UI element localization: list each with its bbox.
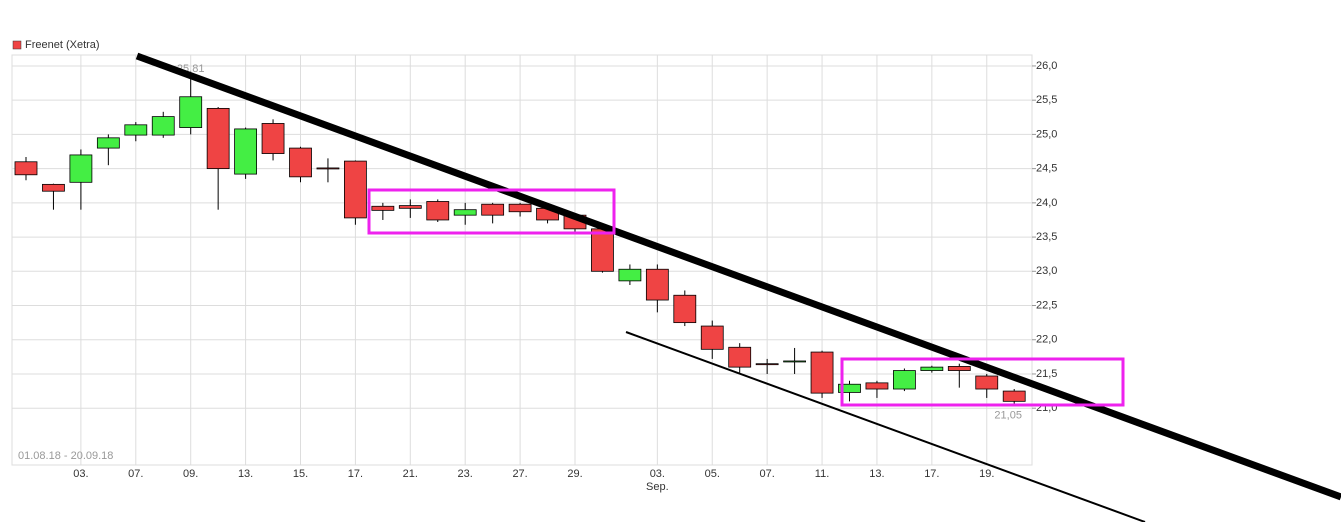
date-range: 01.08.18 - 20.09.18 <box>18 450 113 462</box>
candle-body <box>343 160 367 219</box>
x-tick-label: 05. <box>705 468 720 480</box>
y-tick-label: 24,0 <box>1036 197 1057 209</box>
y-tick-label: 22,5 <box>1036 299 1057 311</box>
highlight-box <box>367 188 616 235</box>
candle-body <box>947 366 971 371</box>
candle-body <box>206 107 230 170</box>
candle-body <box>124 124 148 136</box>
candle-body <box>1002 390 1026 402</box>
candle-body <box>810 351 834 394</box>
candle-body <box>508 203 532 213</box>
trend-line <box>135 52 1341 501</box>
x-tick-label: 03. <box>73 468 88 480</box>
x-tick-label: 21. <box>403 468 418 480</box>
candle-body <box>371 205 395 211</box>
candle-body <box>151 116 175 136</box>
x-tick-label: 15. <box>293 468 308 480</box>
candle-body <box>645 268 669 301</box>
candle-body <box>728 346 752 368</box>
candle-body <box>426 201 450 221</box>
candle-body <box>673 294 697 324</box>
low-label: 21,05 <box>994 410 1022 422</box>
candle-body <box>618 268 642 282</box>
x-tick-label: 09. <box>183 468 198 480</box>
candle-body <box>700 325 724 350</box>
x-tick-label: 07. <box>760 468 775 480</box>
x-tick-label: 27. <box>512 468 527 480</box>
candle-body <box>261 123 285 154</box>
x-tick-label: 03. <box>650 468 665 480</box>
x-tick-label: 13. <box>869 468 884 480</box>
candle-body <box>481 203 505 216</box>
candle-body <box>234 128 258 175</box>
candle-body <box>920 366 944 371</box>
y-tick-label: 23,0 <box>1036 265 1057 277</box>
x-tick-label: 23. <box>458 468 473 480</box>
candle-body <box>69 154 93 183</box>
candle-body <box>398 205 422 209</box>
y-tick-label: 21,5 <box>1036 368 1057 380</box>
x-tick-label: 17. <box>348 468 363 480</box>
candle-body <box>316 167 340 170</box>
candle-body <box>755 363 779 366</box>
x-month-label: Sep. <box>646 481 669 493</box>
plot-frame <box>11 54 1033 466</box>
legend-swatch <box>12 40 22 50</box>
candle-body <box>96 137 120 149</box>
candle-body <box>893 370 916 390</box>
candle-body <box>838 383 861 393</box>
x-tick-label: 19. <box>979 468 994 480</box>
candle-body <box>865 382 889 390</box>
overlay <box>135 52 1341 522</box>
candle-body <box>14 161 38 176</box>
x-tick-label: 29. <box>567 468 582 480</box>
x-tick-label: 13. <box>238 468 253 480</box>
candle-body <box>42 183 65 192</box>
y-tick-label: 23,5 <box>1036 231 1057 243</box>
candle-body <box>179 96 203 128</box>
x-tick-label: 07. <box>128 468 143 480</box>
y-tick-label: 24,5 <box>1036 163 1057 175</box>
y-tick-label: 26,0 <box>1036 60 1057 72</box>
y-tick-label: 22,0 <box>1036 334 1057 346</box>
candle-body <box>453 209 477 216</box>
candle-body <box>289 147 312 178</box>
trend-line <box>625 331 1146 522</box>
candles <box>14 78 1026 405</box>
candle-body <box>783 360 806 363</box>
y-tick-label: 25,0 <box>1036 128 1057 140</box>
highlight-box <box>840 357 1125 407</box>
candle-body <box>975 375 999 390</box>
legend-label: Freenet (Xetra) <box>25 39 100 51</box>
x-tick-label: 11. <box>815 468 829 480</box>
y-tick-label: 25,5 <box>1036 94 1057 106</box>
x-tick-label: 17. <box>924 468 939 480</box>
candle-body <box>591 228 614 272</box>
